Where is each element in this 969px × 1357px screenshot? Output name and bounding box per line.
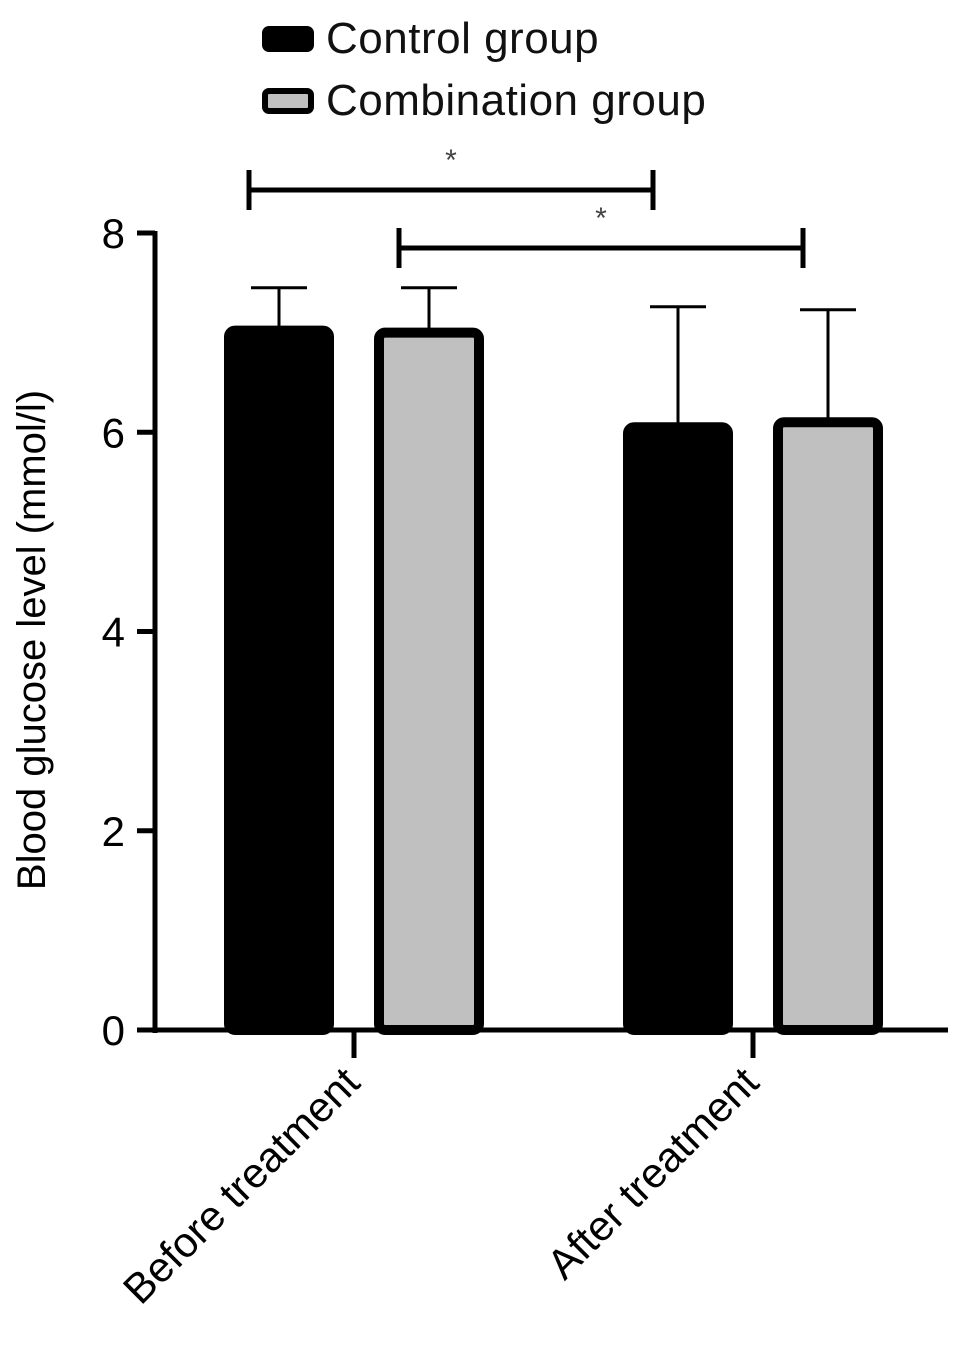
legend-label-combination: Combination group <box>326 76 707 125</box>
significance-label: * <box>445 144 457 177</box>
y-tick-label: 8 <box>102 210 125 257</box>
x-tick-label: After treatment <box>538 1058 768 1288</box>
legend-swatch-control <box>262 26 314 52</box>
bar <box>623 422 733 1035</box>
y-tick-label: 2 <box>102 808 125 855</box>
y-tick-label: 0 <box>102 1007 125 1054</box>
y-tick-label: 4 <box>102 609 125 656</box>
legend-label-control: Control group <box>326 14 600 63</box>
legend-swatch-combination <box>262 88 314 114</box>
legend-item-combination: Combination group <box>262 70 706 132</box>
bar <box>224 325 334 1035</box>
bar <box>374 327 484 1035</box>
y-tick-label: 6 <box>102 409 125 456</box>
significance-label: * <box>595 202 607 235</box>
legend: Control group Combination group <box>262 8 706 132</box>
bar <box>773 417 883 1036</box>
x-tick-label: Before treatment <box>114 1058 369 1313</box>
y-axis-label: Blood glucose level (mmol/l) <box>10 390 54 890</box>
legend-item-control: Control group <box>262 8 706 70</box>
